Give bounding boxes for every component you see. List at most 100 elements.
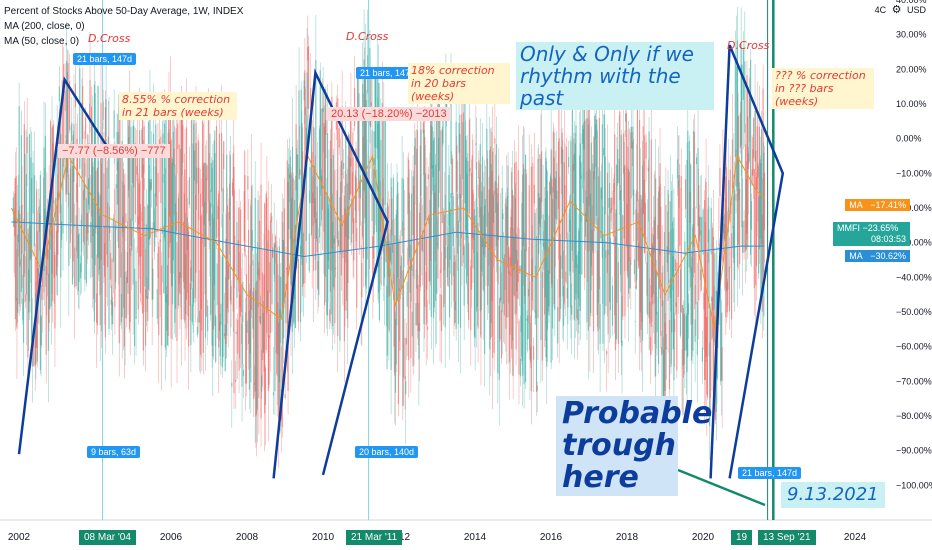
- candle-body: [545, 157, 547, 357]
- candle-body: [117, 161, 119, 205]
- candle-body: [256, 248, 258, 410]
- candle-body: [452, 196, 454, 246]
- currency-indicator[interactable]: 4C ⚙ USD: [872, 3, 926, 16]
- candle-body: [614, 236, 617, 351]
- candle-body: [88, 143, 90, 210]
- candle-body: [358, 93, 360, 189]
- candle-body: [481, 191, 483, 272]
- candle-body: [327, 208, 329, 261]
- candle-body: [380, 139, 382, 255]
- candle-body: [467, 161, 469, 305]
- candle-body: [663, 349, 665, 409]
- candle-body: [400, 265, 402, 280]
- candle-body: [739, 188, 741, 265]
- candle-body: [475, 143, 477, 145]
- candle-body: [688, 141, 690, 268]
- candle-body: [436, 243, 438, 245]
- x-tick-label: 2014: [464, 532, 487, 543]
- candle-body: [403, 228, 405, 230]
- candle-body: [651, 242, 653, 298]
- candle-body: [343, 195, 345, 342]
- candle-body: [315, 60, 317, 271]
- y-tick-label: −100.00%: [896, 480, 932, 490]
- candle-body: [237, 240, 239, 280]
- candle-body: [652, 245, 654, 305]
- candle-body: [454, 255, 456, 324]
- candle-body: [204, 162, 207, 338]
- candle-body: [588, 100, 590, 206]
- candle-body: [108, 148, 110, 329]
- candle-body: [230, 286, 232, 305]
- candle-body: [659, 163, 661, 255]
- candle-body: [183, 193, 185, 289]
- candle-body: [614, 134, 616, 316]
- candle-body: [544, 198, 546, 298]
- candle-body: [566, 287, 568, 299]
- x-tick-label: 2016: [540, 532, 563, 543]
- candle-body: [538, 197, 541, 224]
- candle-body: [753, 168, 755, 289]
- candle-body: [382, 198, 384, 206]
- candle-body: [602, 235, 604, 344]
- candle-body: [751, 169, 753, 185]
- candle-body: [362, 136, 364, 259]
- candle-body: [148, 179, 150, 240]
- candle-body: [684, 241, 686, 352]
- candle-body: [462, 122, 464, 180]
- candle-body: [738, 156, 740, 201]
- candle-body: [68, 192, 70, 266]
- candle-body: [161, 150, 163, 234]
- candle-body: [466, 173, 468, 239]
- candle-body: [391, 243, 394, 253]
- candle-body: [378, 108, 381, 320]
- candle-body: [535, 236, 538, 392]
- candle-body: [745, 179, 747, 251]
- candle-body: [178, 144, 180, 285]
- candle-body: [419, 212, 421, 332]
- candle-body: [378, 82, 380, 293]
- candle-body: [744, 61, 746, 133]
- candle-body: [156, 289, 158, 319]
- candle-body: [234, 235, 236, 272]
- candle-body: [189, 283, 191, 306]
- candle-body: [294, 199, 296, 300]
- gear-icon[interactable]: ⚙: [891, 4, 902, 16]
- candle-body: [86, 213, 88, 241]
- candle-body: [647, 167, 649, 172]
- candle-body: [399, 279, 401, 351]
- candle-body: [295, 124, 297, 191]
- x-date-3: 19: [731, 530, 753, 545]
- candle-body: [571, 87, 573, 251]
- candle-body: [497, 175, 500, 241]
- candle-body: [22, 298, 24, 320]
- candle-body: [541, 271, 543, 361]
- candle-body: [158, 246, 160, 335]
- candle-body: [371, 130, 373, 222]
- candle-body: [93, 84, 96, 322]
- candle-body: [151, 227, 153, 300]
- candle-body: [290, 172, 292, 311]
- candle-body: [44, 135, 47, 244]
- candle-body: [733, 174, 735, 264]
- candle-body: [136, 165, 138, 175]
- candle-body: [276, 247, 278, 376]
- candle-body: [302, 232, 305, 284]
- candle-body: [533, 184, 535, 204]
- candle-body: [389, 246, 391, 261]
- candle-body: [486, 158, 489, 305]
- candle-body: [752, 118, 755, 158]
- candle-body: [656, 311, 658, 333]
- candle-body: [641, 199, 643, 323]
- candle-body: [535, 310, 537, 319]
- candle-body: [231, 182, 234, 196]
- candle-body: [182, 221, 185, 283]
- candle-body: [453, 262, 455, 302]
- candle-body: [693, 132, 695, 273]
- candle-body: [223, 141, 225, 169]
- candle-body: [337, 240, 340, 246]
- candle-body: [212, 160, 214, 357]
- candle-body: [451, 158, 454, 195]
- candle-body: [54, 254, 56, 329]
- candle-body: [47, 273, 49, 351]
